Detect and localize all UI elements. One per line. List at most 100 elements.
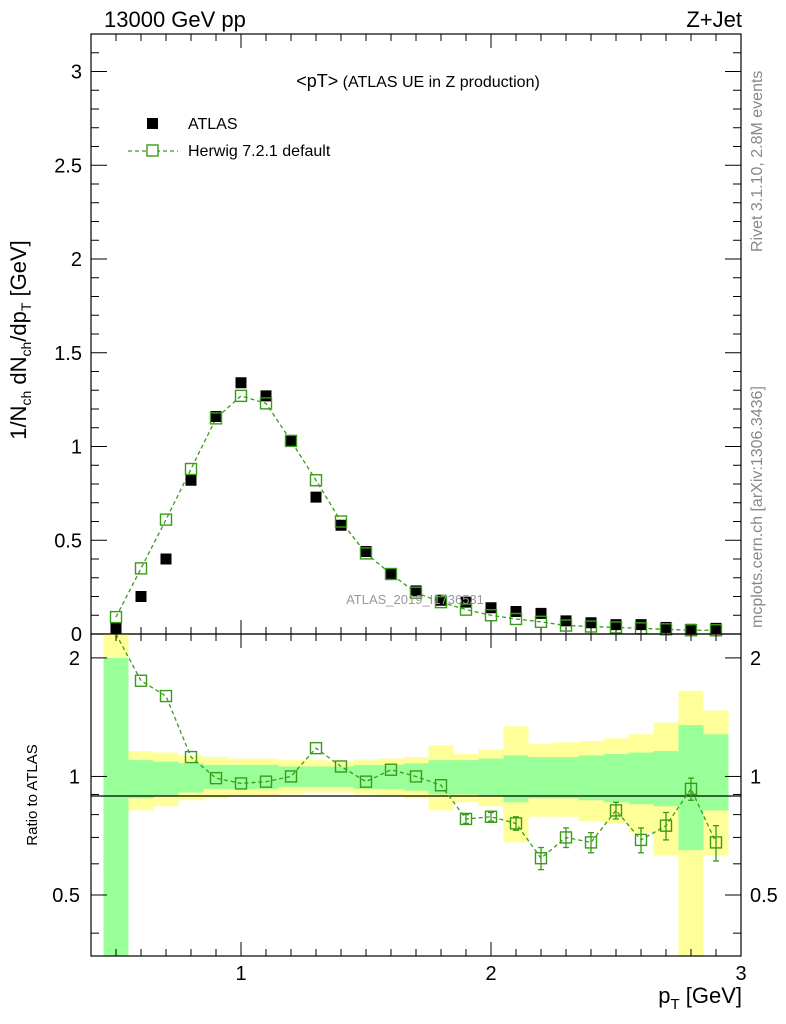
atlas-point: [710, 622, 722, 634]
ratio-herwig-point: [159, 689, 173, 703]
main-y-tick-label: 2.5: [54, 155, 82, 177]
x-tick-label: 2: [485, 963, 496, 985]
herwig-point: [209, 412, 223, 425]
ratio-herwig-point: [284, 770, 298, 783]
atlas-point: [485, 602, 497, 614]
ratio-y-tick-label-right: 1: [750, 766, 761, 788]
legend: ATLAS Herwig 7.2.1 default: [128, 116, 331, 160]
atlas-point: [635, 619, 647, 631]
ratio-band-inner: [703, 734, 729, 811]
ratio-herwig-point: [209, 771, 223, 785]
ratio-band-inner: [303, 766, 329, 788]
ratio-band-inner: [578, 755, 604, 801]
ratio-band-inner: [278, 766, 304, 788]
plot-title: <pT> (ATLAS UE in Z production): [296, 71, 540, 91]
herwig-point: [159, 513, 173, 526]
ratio-band-inner: [503, 755, 529, 803]
atlas-point: [435, 594, 447, 606]
atlas-point: [610, 619, 622, 631]
herwig-point: [534, 615, 548, 629]
herwig-point: [134, 562, 148, 575]
herwig-point: [584, 620, 598, 633]
herwig-point: [559, 619, 573, 632]
atlas-point: [560, 615, 572, 627]
atlas-point: [360, 546, 372, 557]
ratio-herwig-point: [609, 804, 623, 817]
ratio-band-inner: [103, 657, 129, 956]
herwig-point: [484, 609, 498, 622]
ratio-y-tick-label: 2: [69, 648, 80, 670]
ratio-band-inner: [478, 758, 504, 797]
ratio-band-inner: [128, 760, 154, 799]
x-tick-label: 1: [235, 963, 246, 985]
herwig-point: [359, 547, 373, 560]
ratio-herwig-line: [115, 633, 717, 860]
ratio-herwig-point: [534, 852, 548, 865]
ratio-herwig-point: [234, 777, 248, 790]
herwig-point: [184, 462, 198, 476]
herwig-point: [334, 515, 348, 528]
ratio-band-inner: [228, 764, 254, 789]
ratio-herwig-point: [134, 674, 148, 687]
legend-herwig-label: Herwig 7.2.1 default: [188, 143, 331, 160]
atlas-point: [535, 607, 547, 619]
ratio-herwig-point: [409, 770, 423, 783]
herwig-point: [609, 621, 623, 634]
ratio-herwig-point: [259, 775, 273, 788]
main-y-tick-label: 0: [71, 624, 82, 646]
ratio-series: [115, 633, 723, 871]
atlas-point: [185, 474, 197, 486]
ratio-band-inner: [553, 757, 579, 799]
atlas-point: [260, 390, 272, 402]
ratio-herwig-point: [684, 782, 698, 796]
herwig-point: [459, 603, 473, 616]
main-y-tick-label: 1.5: [54, 343, 82, 365]
ratio-band-inner: [453, 760, 479, 795]
ratio-band-inner: [178, 763, 204, 793]
ratio-band-inner: [153, 761, 179, 797]
atlas-point: [585, 617, 597, 629]
ratio-herwig-point: [184, 750, 198, 764]
ratio-herwig-point: [634, 833, 648, 847]
ratio-herwig-point: [434, 779, 448, 792]
ratio-frame: [90, 633, 742, 957]
watermark: ATLAS_2019_I1736531: [346, 592, 484, 607]
legend-herwig-marker: [146, 144, 159, 157]
atlas-point: [160, 553, 172, 565]
ratio-band-inner: [603, 754, 629, 803]
ratio-herwig-point: [509, 817, 523, 830]
herwig-point: [259, 397, 273, 410]
ratio-herwig-point: [709, 836, 723, 849]
main-y-tick-label: 0.5: [54, 530, 82, 552]
ratio-axis-ticks: 0.5 0.5 1 1 2 2 1 2 3: [52, 634, 778, 985]
atlas-point: [685, 623, 697, 635]
main-series: [109, 377, 723, 637]
herwig-point: [284, 434, 298, 448]
main-y-tick-label: 1: [71, 437, 82, 459]
ratio-band-inner: [328, 766, 354, 788]
ratio-herwig-point: [559, 831, 573, 844]
ratio-herwig-point: [484, 810, 498, 823]
ratio-band-inner: [378, 764, 404, 789]
legend-atlas-label: ATLAS: [188, 116, 238, 133]
ratio-band-inner: [528, 757, 554, 799]
ratio-herwig-point: [359, 775, 373, 788]
ratio-y-tick-label: 0.5: [52, 885, 80, 907]
ratio-herwig-point: [584, 836, 598, 849]
atlas-point: [335, 519, 347, 531]
herwig-point: [409, 586, 423, 599]
herwig-point: [309, 474, 323, 487]
ratio-y-axis-label: Ratio to ATLAS: [24, 744, 41, 845]
ratio-band-inner: [203, 764, 229, 789]
atlas-point: [460, 596, 472, 608]
atlas-point: [510, 606, 522, 617]
herwig-point: [509, 612, 523, 626]
atlas-point: [135, 591, 147, 602]
atlas-point: [110, 622, 122, 634]
side-text-mcplots: mcplots.cern.ch [arXiv:1306.3436]: [749, 386, 766, 628]
atlas-point: [660, 621, 672, 633]
header-collision-label: 13000 GeV pp: [104, 7, 246, 32]
ratio-y-tick-label-right: 2: [750, 648, 761, 670]
side-text-rivet: Rivet 3.1.10, 2.8M events: [749, 71, 766, 252]
atlas-point: [385, 568, 397, 580]
